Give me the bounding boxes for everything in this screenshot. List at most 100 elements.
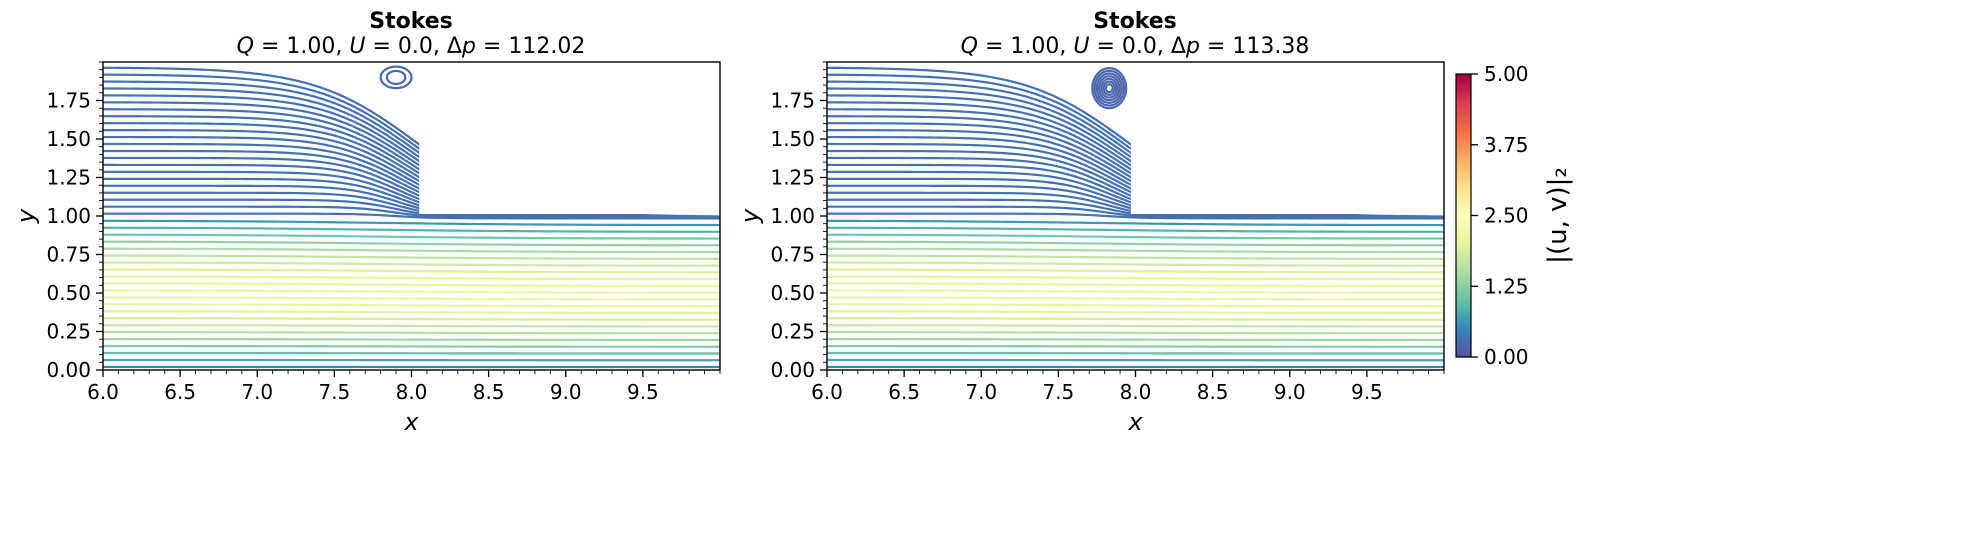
streamline	[827, 296, 1444, 301]
x-tick-label: 9.0	[550, 380, 582, 404]
x-tick-label: 8.0	[396, 380, 428, 404]
streamline	[103, 289, 720, 294]
streamline	[827, 254, 1444, 260]
streamline	[103, 337, 720, 342]
streamline	[103, 233, 720, 240]
streamline	[827, 268, 1444, 274]
y-tick-label: 0.75	[46, 243, 91, 267]
streamline	[103, 310, 720, 315]
x-tick-label: 7.5	[318, 380, 350, 404]
streamline	[103, 240, 720, 247]
streamline	[827, 289, 1444, 294]
x-tick-label: 8.0	[1120, 380, 1152, 404]
streamline	[827, 240, 1444, 247]
streamline	[827, 303, 1444, 308]
x-tick-label: 6.5	[888, 380, 920, 404]
y-tick-label: 1.50	[46, 127, 91, 151]
x-tick-label: 6.0	[87, 380, 119, 404]
streamline	[103, 226, 720, 233]
y-tick-label: 0.25	[46, 320, 91, 344]
colorbar-tick-label: 3.75	[1484, 133, 1529, 157]
streamline	[827, 344, 1444, 348]
x-tick-label: 9.5	[1351, 380, 1383, 404]
streamline	[103, 324, 720, 328]
x-tick-label: 7.0	[965, 380, 997, 404]
vortex-ring	[1093, 69, 1126, 107]
y-tick-label: 0.50	[770, 281, 815, 305]
colorbar-tick-label: 0.00	[1484, 345, 1529, 369]
streamline	[827, 261, 1444, 267]
streamline	[827, 310, 1444, 315]
vortex-ring	[1104, 83, 1114, 94]
streamline	[827, 331, 1444, 335]
y-tick-label: 0.25	[770, 320, 815, 344]
streamline	[827, 317, 1444, 321]
streamlines	[103, 62, 720, 369]
streamline	[103, 296, 720, 301]
streamline	[103, 219, 720, 227]
streamline	[103, 275, 720, 281]
colorbar: 0.00 1.25 2.50 3.75 5.00 |(u, v)|₂	[1455, 62, 1573, 369]
x-tick-label: 7.5	[1042, 380, 1074, 404]
plot-panel-2: 6.0 6.5 7.0 7.5 8.0 8.5 9.0 9.5 0.00 0.25 0.50 0.75…	[736, 9, 1445, 436]
colorbar-tick-label: 1.25	[1484, 274, 1529, 298]
streamline	[827, 233, 1444, 240]
streamline	[827, 275, 1444, 281]
x-tick-label: 8.5	[1197, 380, 1229, 404]
y-tick-label: 1.75	[770, 89, 815, 113]
chart-subtitle: Q = 1.00, U = 0.0, Δp = 112.02	[237, 34, 586, 59]
streamline	[103, 282, 720, 287]
y-tick-label: 1.25	[770, 166, 815, 190]
streamline	[103, 268, 720, 274]
x-tick-label: 9.0	[1274, 380, 1306, 404]
vortex-ring	[1091, 67, 1128, 110]
x-tick-label: 6.0	[811, 380, 843, 404]
streamline	[827, 282, 1444, 287]
vortex-ring	[1095, 72, 1123, 104]
plot-panel-1: 6.0 6.5 7.0 7.5 8.0 8.5 9.0 9.5 0.00 0.25 0.50 0.75…	[12, 9, 721, 436]
y-axis-label: y	[736, 208, 764, 224]
vortex-ring	[1102, 80, 1117, 96]
streamline	[103, 317, 720, 321]
step-wall	[1130, 62, 1444, 214]
streamlines	[827, 62, 1444, 369]
streamline	[103, 261, 720, 267]
chart-subtitle: Q = 1.00, U = 0.0, Δp = 113.38	[961, 34, 1310, 59]
colorbar-tick-label: 5.00	[1484, 62, 1529, 86]
streamline	[103, 303, 720, 308]
colorbar-tick-label: 2.50	[1484, 204, 1529, 228]
y-tick-label: 0.75	[770, 243, 815, 267]
vortex-ring	[379, 65, 413, 90]
y-tick-label: 1.00	[770, 204, 815, 228]
streamline	[103, 254, 720, 260]
colorbar-gradient	[1455, 73, 1472, 358]
y-tick-label: 0.50	[46, 281, 91, 305]
y-tick-label: 1.00	[46, 204, 91, 228]
colorbar-label: |(u, v)|₂	[1543, 167, 1573, 264]
streamline	[827, 219, 1444, 227]
vortex-ring	[1100, 77, 1119, 99]
y-tick-label: 0.00	[770, 358, 815, 382]
streamline	[103, 331, 720, 335]
y-tick-label: 1.25	[46, 166, 91, 190]
x-axis-label: x	[403, 408, 419, 436]
streamline	[827, 324, 1444, 328]
step-wall	[419, 62, 720, 214]
vortex-ring	[1097, 75, 1121, 102]
x-tick-label: 8.5	[473, 380, 505, 404]
streamline	[103, 247, 720, 254]
streamline	[827, 226, 1444, 233]
chart-title: Stokes	[369, 9, 453, 34]
y-tick-label: 1.50	[770, 127, 815, 151]
y-tick-label: 0.00	[46, 358, 91, 382]
vortex-ring	[385, 69, 407, 85]
x-tick-label: 7.0	[241, 380, 273, 404]
y-axis-label: y	[12, 208, 40, 224]
streamline	[103, 344, 720, 348]
x-tick-label: 9.5	[627, 380, 659, 404]
streamline	[827, 247, 1444, 254]
y-tick-label: 1.75	[46, 89, 91, 113]
x-axis-label: x	[1127, 408, 1143, 436]
streamline	[827, 338, 1444, 342]
